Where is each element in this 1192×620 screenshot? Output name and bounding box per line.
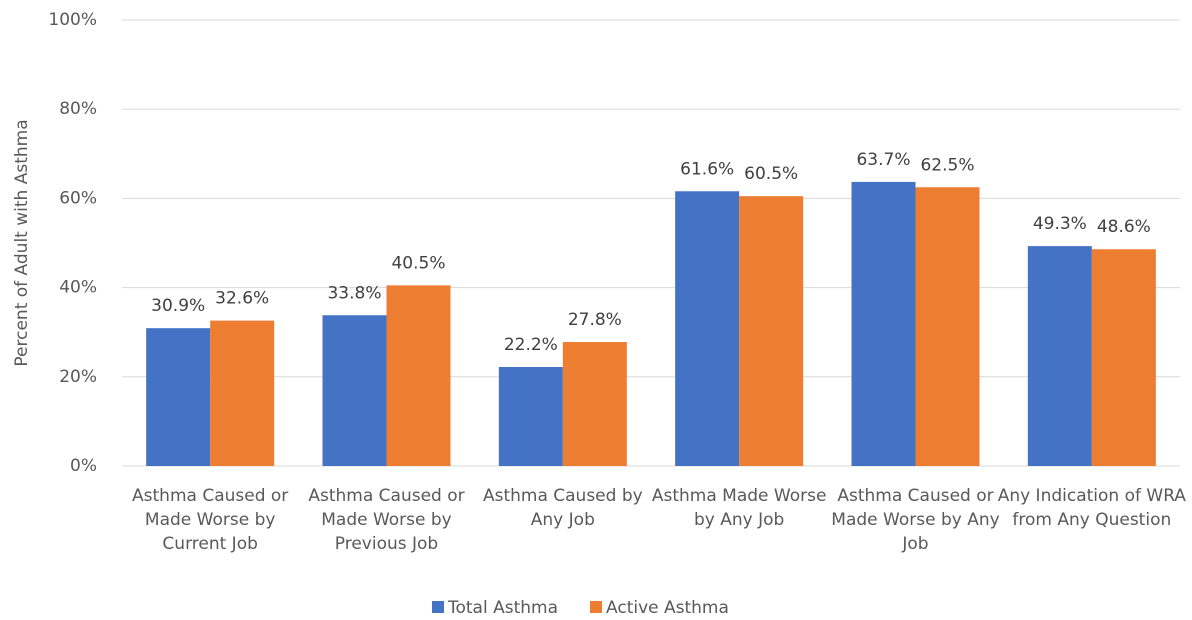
x-tick-label-box: Asthma Caused or Made Worse by Any Job <box>831 486 1000 554</box>
x-tick-label: Asthma Caused or Made Worse by Previous … <box>308 486 465 554</box>
x-tick-label: Asthma Caused or Made Worse by Any Job <box>831 486 1000 554</box>
y-tick-label: 60% <box>59 188 97 208</box>
data-label: 40.5% <box>391 253 445 273</box>
y-tick-label: 20% <box>59 367 97 387</box>
x-tick-label-box: Any Indication of WRA from Any Question <box>997 486 1186 530</box>
bar <box>210 320 275 466</box>
data-label: 32.6% <box>215 289 269 309</box>
y-tick-label: 80% <box>59 99 97 119</box>
data-label: 27.8% <box>568 310 622 330</box>
legend-label: Active Asthma <box>606 598 729 618</box>
bar <box>386 285 451 466</box>
y-tick-label: 0% <box>70 456 97 476</box>
bar <box>1027 246 1092 466</box>
x-tick-label-box: Asthma Made Worse by Any Job <box>651 486 827 530</box>
data-label: 49.3% <box>1033 214 1087 234</box>
y-tick-label: 100% <box>48 10 97 30</box>
x-tick-label: Asthma Caused or Made Worse by Current J… <box>132 486 289 554</box>
x-tick-label: Asthma Caused by Any Job <box>482 486 643 530</box>
bar <box>322 315 387 466</box>
x-tick-label-box: Asthma Caused or Made Worse by Previous … <box>308 486 465 554</box>
bar <box>915 187 980 466</box>
x-tick-label: Any Indication of WRA from Any Question <box>997 486 1186 530</box>
x-tick-label-box: Asthma Caused or Made Worse by Current J… <box>132 486 289 554</box>
data-label: 62.5% <box>920 155 974 175</box>
legend-label: Total Asthma <box>447 598 558 618</box>
x-tick-label-box: Asthma Caused by Any Job <box>482 486 643 530</box>
bar <box>675 191 740 466</box>
data-label: 61.6% <box>680 159 734 179</box>
data-label: 30.9% <box>151 296 205 316</box>
data-label: 33.8% <box>327 283 381 303</box>
data-label: 48.6% <box>1097 217 1151 237</box>
legend-swatch <box>432 601 444 613</box>
bar <box>739 196 804 467</box>
bar <box>498 366 563 466</box>
data-label: 22.2% <box>504 335 558 355</box>
x-tick-label: Asthma Made Worse by Any Job <box>651 486 827 530</box>
data-label: 63.7% <box>856 150 910 170</box>
legend-swatch <box>590 601 603 613</box>
y-tick-label: 40% <box>59 278 97 298</box>
bar <box>562 342 627 466</box>
data-label: 60.5% <box>744 164 798 184</box>
bar <box>146 328 211 466</box>
bar <box>851 181 916 466</box>
bar <box>1091 249 1156 466</box>
y-axis-label: Percent of Adult with Asthma <box>12 119 32 366</box>
